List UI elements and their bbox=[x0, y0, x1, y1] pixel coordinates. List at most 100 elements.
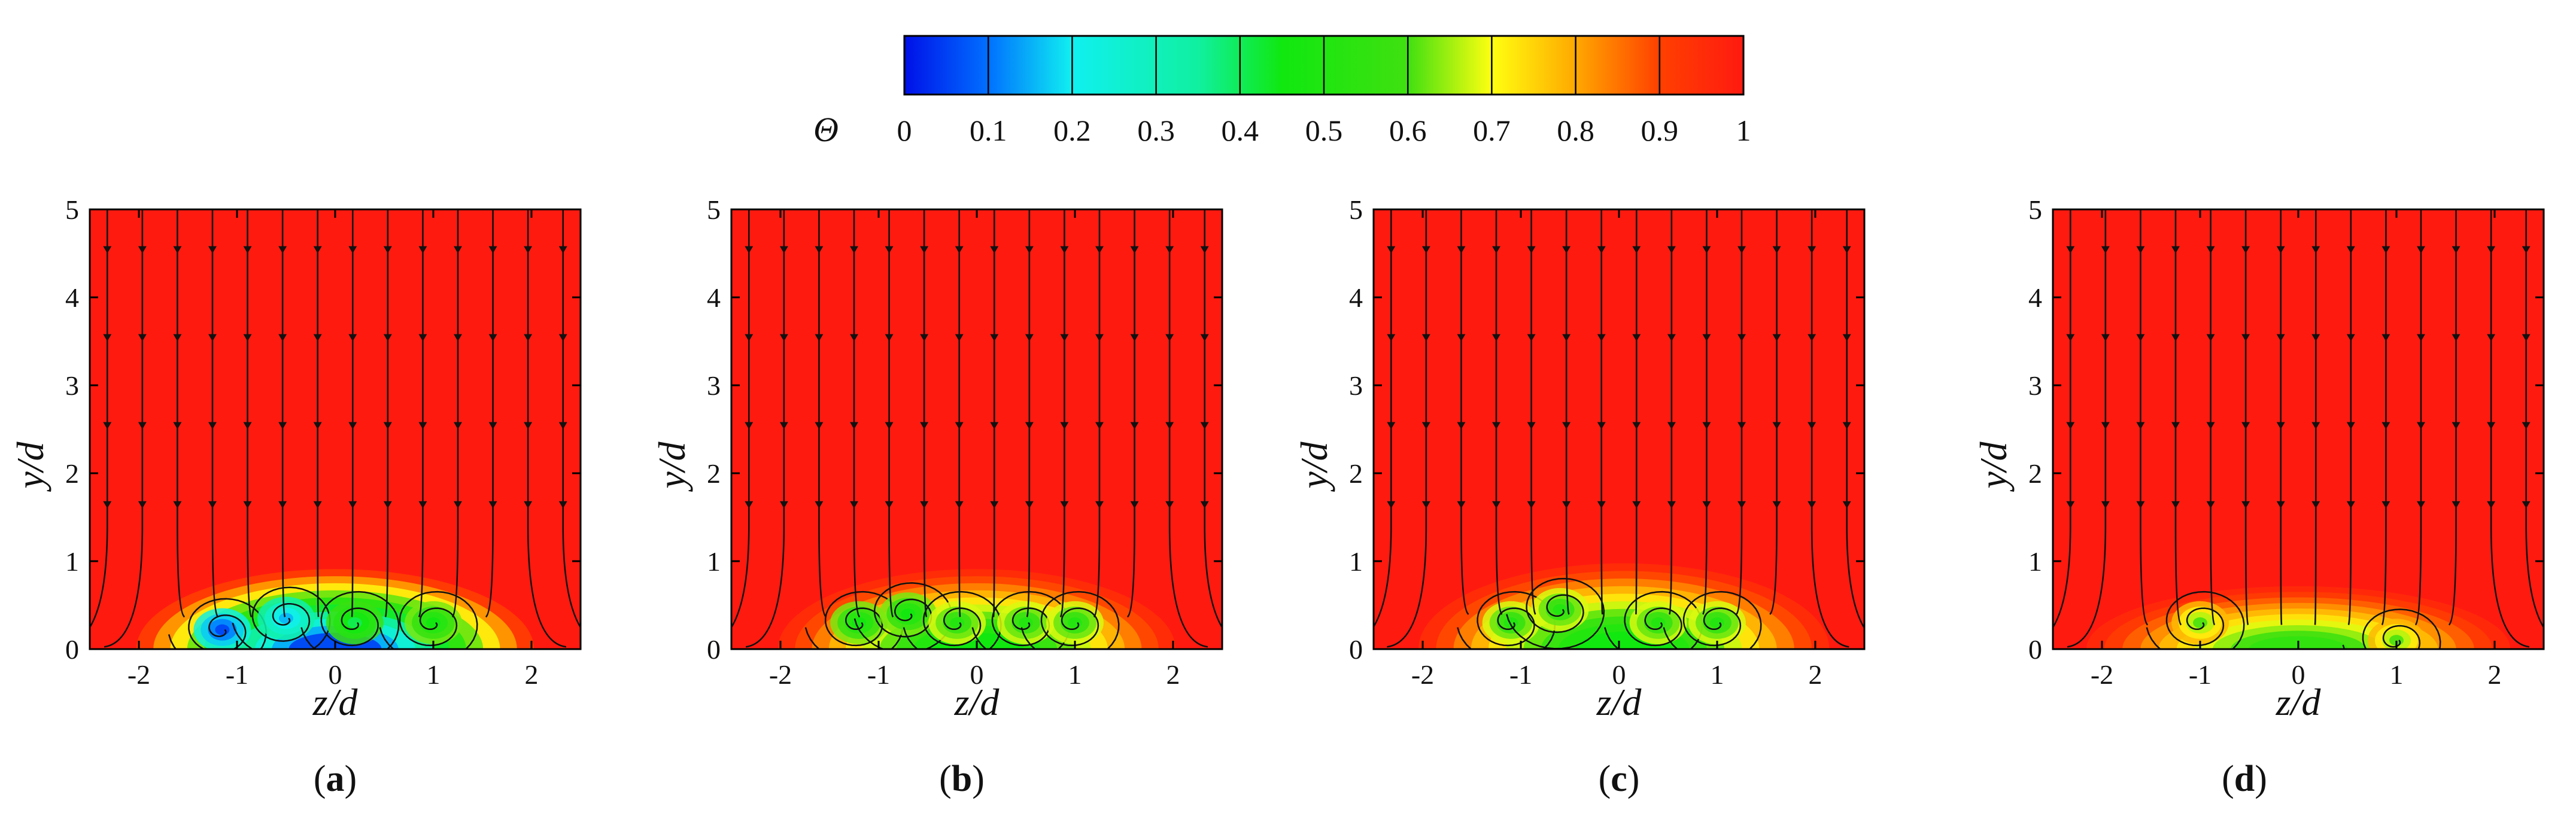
vortex-4 bbox=[379, 590, 478, 649]
streamline-arrow bbox=[885, 246, 894, 254]
x-tick-label: 0 bbox=[329, 659, 342, 690]
streamline bbox=[818, 209, 827, 618]
x-tick-label: 1 bbox=[427, 659, 441, 690]
panel-caption: (d) bbox=[2222, 759, 2267, 799]
streamline-arrow bbox=[955, 334, 964, 342]
streamline-arrow bbox=[1597, 334, 1606, 342]
streamlines bbox=[2053, 209, 2544, 648]
caption-close: ) bbox=[1627, 759, 1640, 799]
streamline-arrow bbox=[2522, 246, 2531, 254]
streamline-arrow bbox=[2487, 501, 2496, 509]
streamline-arrow bbox=[990, 501, 999, 509]
y-axis-label: y/d bbox=[9, 441, 51, 492]
vortex-streamline bbox=[232, 586, 331, 649]
streamline-arrow bbox=[2311, 501, 2320, 509]
streamline-arrow bbox=[2452, 334, 2460, 342]
vortex-streamline bbox=[804, 590, 904, 649]
streamline bbox=[384, 209, 389, 617]
streamline-arrow bbox=[2136, 501, 2145, 509]
streamline-arrow bbox=[208, 422, 217, 430]
streamline-arrow bbox=[524, 246, 533, 254]
streamline-arrow bbox=[418, 334, 427, 342]
streamline bbox=[351, 209, 354, 617]
y-tick-label: 5 bbox=[65, 194, 79, 225]
streamline-arrow bbox=[1527, 246, 1536, 254]
streamline bbox=[2314, 209, 2317, 625]
y-tick-label: 1 bbox=[707, 546, 721, 577]
streamline bbox=[451, 209, 459, 618]
streamline-arrow bbox=[524, 422, 533, 430]
streamline-arrow bbox=[103, 334, 112, 342]
streamline-arrow bbox=[1095, 501, 1104, 509]
streamline bbox=[2067, 209, 2107, 648]
y-axis-label: y/d bbox=[1972, 441, 2015, 492]
streamline-arrow bbox=[2311, 422, 2320, 430]
streamline-arrow bbox=[815, 501, 824, 509]
caption-close: ) bbox=[345, 759, 357, 799]
vortex-streamline bbox=[300, 590, 400, 649]
streamline-arrow bbox=[920, 334, 929, 342]
streamline-arrow bbox=[2381, 334, 2390, 342]
caption-letter: a bbox=[326, 759, 345, 799]
streamline bbox=[1460, 209, 1469, 615]
vortex-core bbox=[347, 617, 362, 628]
caption-letter: b bbox=[952, 759, 972, 799]
streamline bbox=[177, 209, 186, 618]
streamline bbox=[1168, 209, 1208, 648]
streamline-arrow bbox=[850, 246, 858, 254]
streamline-arrow bbox=[1060, 334, 1069, 342]
vortex-streamline bbox=[2342, 608, 2441, 649]
streamline-arrow bbox=[2276, 334, 2285, 342]
streamline-arrow bbox=[524, 501, 533, 509]
vortex-streamline bbox=[903, 590, 1002, 649]
vortex-core bbox=[1068, 617, 1082, 628]
streamline-arrow bbox=[2276, 422, 2285, 430]
streamline-arrow bbox=[1808, 422, 1816, 430]
streamline-arrow bbox=[348, 246, 357, 254]
streamline-arrow bbox=[103, 422, 112, 430]
streamline-arrow bbox=[558, 246, 567, 254]
streamline-arrow bbox=[2346, 422, 2355, 430]
streamline-arrow bbox=[558, 334, 567, 342]
streamline-arrow bbox=[454, 246, 462, 254]
caption-open: ( bbox=[2222, 759, 2234, 799]
caption-open: ( bbox=[1599, 759, 1611, 799]
streamline-arrow bbox=[2241, 422, 2250, 430]
streamline-arrow bbox=[1457, 422, 1466, 430]
streamline-arrow bbox=[313, 334, 322, 342]
streamline-arrow bbox=[488, 334, 497, 342]
streamline bbox=[2490, 209, 2530, 648]
streamline bbox=[2174, 209, 2182, 626]
streamline-arrow bbox=[2136, 334, 2145, 342]
streamline-arrow bbox=[454, 334, 462, 342]
streamline-arrow bbox=[2487, 246, 2496, 254]
vortex-2 bbox=[853, 582, 953, 649]
y-tick-label: 3 bbox=[1349, 370, 1363, 401]
x-tick-label: 2 bbox=[2488, 659, 2502, 690]
vortex-4 bbox=[971, 590, 1071, 649]
streamline-arrow bbox=[955, 422, 964, 430]
streamline-arrow bbox=[2101, 501, 2110, 509]
streamline-arrow bbox=[418, 501, 427, 509]
streamline-arrow bbox=[138, 246, 147, 254]
streamline-arrow bbox=[2487, 422, 2496, 430]
streamline-arrow bbox=[1842, 334, 1851, 342]
streamline-arrow bbox=[418, 422, 427, 430]
streamline-arrow bbox=[2171, 422, 2180, 430]
streamline-arrow bbox=[1527, 334, 1536, 342]
streamline-arrow bbox=[2417, 422, 2425, 430]
streamline-arrow bbox=[173, 334, 182, 342]
streamline-arrow bbox=[920, 422, 929, 430]
streamline-arrow bbox=[850, 422, 858, 430]
streamline bbox=[731, 209, 750, 629]
streamline-arrow bbox=[173, 246, 182, 254]
vortex-5 bbox=[1020, 590, 1120, 649]
panel-b: -2 -1 0 1 2 0 1 2 3 4 5 z/d y/d (b) bbox=[651, 194, 1223, 799]
streamline-arrow bbox=[1737, 422, 1746, 430]
streamline bbox=[2381, 209, 2387, 626]
streamline-arrow bbox=[1130, 334, 1139, 342]
streamline-arrow bbox=[1808, 334, 1816, 342]
streamline bbox=[2448, 209, 2457, 626]
streamline-arrow bbox=[1842, 501, 1851, 509]
